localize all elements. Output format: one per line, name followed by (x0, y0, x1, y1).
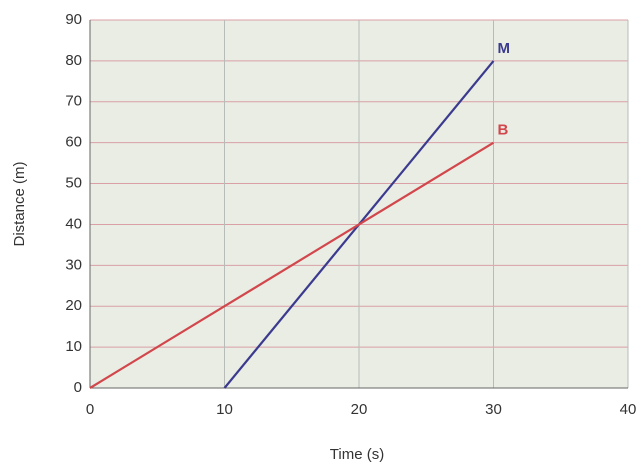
y-tick-label: 60 (65, 134, 82, 151)
chart: Time (s) Distance (m) 0 10 20 30 40 50 60 70 80 9… (0, 0, 641, 465)
y-tick-label: 40 (65, 215, 82, 232)
y-tick-label: 80 (65, 52, 82, 69)
y-tick-label: 50 (65, 175, 82, 192)
x-tick-label: 20 (351, 401, 368, 418)
y-tick-label: 10 (65, 338, 82, 355)
x-axis-label: Time (s) (330, 446, 384, 463)
y-tick-label: 20 (65, 297, 82, 314)
y-tick-label: 70 (65, 93, 82, 110)
series-label: B (498, 122, 509, 139)
y-tick-label: 0 (74, 379, 82, 396)
y-tick-label: 90 (65, 11, 82, 28)
x-tick-label: 0 (86, 401, 94, 418)
x-tick-label: 40 (620, 401, 637, 418)
y-tick-label: 30 (65, 256, 82, 273)
series-label: M (498, 40, 511, 57)
x-tick-label: 30 (485, 401, 502, 418)
x-tick-label: 10 (216, 401, 233, 418)
y-axis-label: Distance (m) (11, 161, 28, 246)
